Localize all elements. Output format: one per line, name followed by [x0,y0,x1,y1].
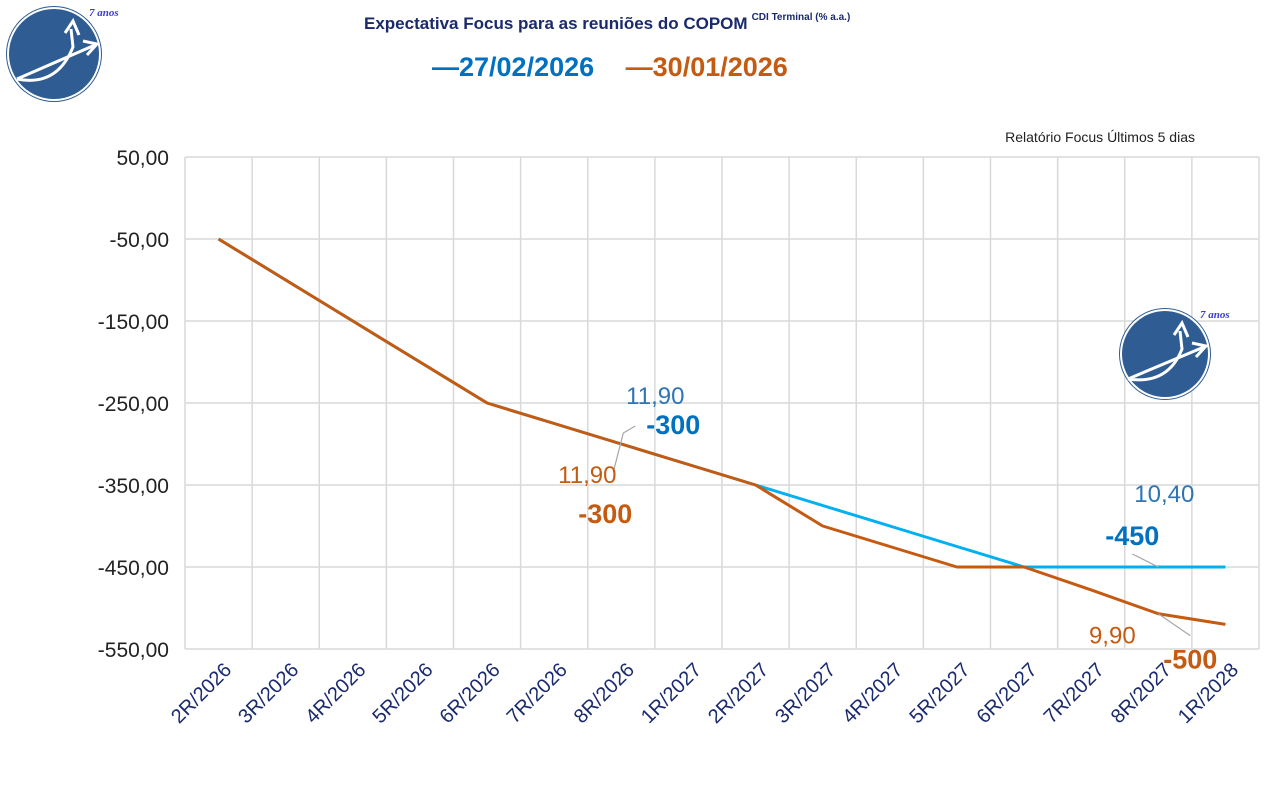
series-line-30-01-2026 [217,237,1226,626]
y-tick-label: 50,00 [116,147,169,170]
x-tick-label: 5R/2026 [368,659,437,728]
annotation-bps: -450 [1105,521,1159,551]
x-tick-label: 7R/2026 [503,659,572,728]
leader-line [1132,553,1159,568]
y-tick-label: -350,00 [98,475,169,498]
x-tick-label: 5R/2027 [905,659,974,728]
x-tick-label: 6R/2027 [973,659,1042,728]
x-tick-label: 2R/2027 [704,659,773,728]
annotation-rate: 10,40 [1134,481,1194,508]
chart-title: Expectativa Focus para as reuniões do CO… [364,12,850,34]
x-tick-label: 8R/2026 [570,659,639,728]
annotation-bps: -500 [1163,645,1217,675]
x-tick-label: 1R/2027 [637,659,706,728]
legend: —27/02/2026 —30/01/2026 [432,52,812,83]
annotation-rate: 11,90 [626,383,684,410]
chart-title-text: Expectativa Focus para as reuniões do CO… [364,14,748,33]
arrow-logo-icon [1127,319,1209,382]
y-tick-label: -450,00 [98,557,169,580]
leader-line [612,425,636,473]
leader-line [1157,613,1191,637]
x-tick-label: 4R/2026 [301,659,370,728]
chart-title-suffix: CDI Terminal (% a.a.) [751,12,851,23]
annotation-rate: 9,90 [1089,623,1136,650]
logo-text: 7 anos [89,7,119,19]
chart-subtitle: Relatório Focus Últimos 5 dias [1005,129,1195,145]
x-tick-label: 3R/2027 [771,659,840,728]
annotation-bps: -300 [646,410,700,440]
x-tick-label: 4R/2027 [838,659,907,728]
y-tick-label: -150,00 [98,311,169,334]
annotation-rate: 11,90 [558,462,616,489]
legend-item-30-01-2026: —30/01/2026 [625,52,788,82]
annotation-bps: -300 [578,499,632,529]
x-tick-label: 6R/2026 [436,659,505,728]
y-tick-label: -250,00 [98,393,169,416]
arrow-logo-icon [16,17,100,82]
y-tick-label: -550,00 [98,639,169,662]
logo-text: 7 anos [1200,309,1230,321]
y-tick-label: -50,00 [109,229,169,252]
x-tick-label: 3R/2026 [234,659,303,728]
x-tick-label: 2R/2026 [167,659,236,728]
legend-item-27-02-2026: —27/02/2026 [432,52,595,82]
x-tick-label: 7R/2027 [1040,659,1109,728]
